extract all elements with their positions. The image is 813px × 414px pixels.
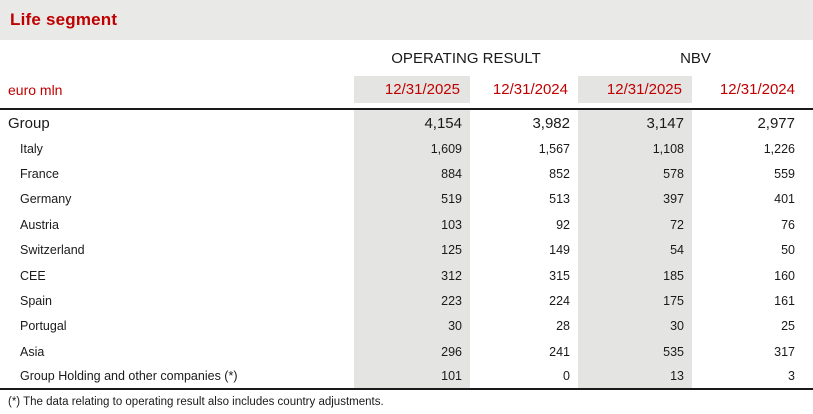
period-header-op-2024: 12/31/2024 bbox=[470, 76, 578, 108]
value-nbv-2024: 401 bbox=[774, 192, 795, 207]
table-row: Germany 519 513 397 401 bbox=[0, 186, 813, 213]
value-operating-result-2024: 315 bbox=[549, 268, 570, 283]
value-nbv-2024: 317 bbox=[774, 344, 795, 359]
value-nbv-2024: 161 bbox=[774, 294, 795, 309]
value-operating-result-2025: 519 bbox=[354, 186, 470, 213]
corner-spacer bbox=[0, 40, 354, 76]
table-row: Portugal 30 28 30 25 bbox=[0, 313, 813, 340]
value-operating-result-2024: 3,982 bbox=[470, 108, 578, 136]
value-operating-result-2025: 1,609 bbox=[354, 136, 470, 162]
value-nbv-2024: 1,226 bbox=[763, 141, 795, 156]
table-row: Italy 1,609 1,567 1,108 1,226 bbox=[0, 136, 813, 162]
value-nbv-2025: 72 bbox=[578, 212, 692, 238]
period-header-row: euro mln 12/31/2025 12/31/2024 12/31/202… bbox=[0, 76, 813, 108]
period-label-op-2024: 12/31/2024 bbox=[492, 81, 568, 98]
row-label: Switzerland bbox=[20, 243, 85, 258]
row-label: Austria bbox=[20, 217, 59, 232]
value-nbv-2025: 54 bbox=[578, 237, 692, 263]
row-label: Germany bbox=[20, 192, 72, 207]
column-group-header-row: OPERATING RESULT NBV bbox=[0, 40, 813, 76]
table-row: Group Holding and other companies (*) 10… bbox=[0, 364, 813, 390]
row-label: Group bbox=[0, 108, 354, 136]
value-nbv-2025: 3,147 bbox=[578, 108, 692, 136]
table-row: Switzerland 125 149 54 50 bbox=[0, 237, 813, 263]
period-header-op-2025: 12/31/2025 bbox=[354, 76, 470, 108]
value-nbv-2025: 30 bbox=[578, 313, 692, 340]
column-group-operating-result: OPERATING RESULT bbox=[391, 49, 541, 67]
period-header-nbv-2025: 12/31/2025 bbox=[578, 76, 692, 108]
value-operating-result-2025: 4,154 bbox=[354, 108, 470, 136]
value-operating-result-2025: 103 bbox=[354, 212, 470, 238]
value-operating-result-2025: 30 bbox=[354, 313, 470, 340]
value-nbv-2025: 578 bbox=[578, 161, 692, 187]
value-operating-result-2024: 513 bbox=[549, 192, 570, 207]
value-nbv-2025: 535 bbox=[578, 339, 692, 365]
table-body: Group 4,154 3,982 3,147 2,977 Italy 1,60… bbox=[0, 108, 813, 390]
unit-label-cell: euro mln bbox=[0, 76, 354, 108]
value-operating-result-2025: 101 bbox=[354, 364, 470, 390]
value-operating-result-2025: 312 bbox=[354, 262, 470, 289]
table-row: Spain 223 224 175 161 bbox=[0, 288, 813, 314]
title-bar: Life segment bbox=[0, 0, 813, 40]
table-row: Group 4,154 3,982 3,147 2,977 bbox=[0, 108, 813, 136]
value-operating-result-2024: 852 bbox=[549, 167, 570, 182]
footnote: (*) The data relating to operating resul… bbox=[8, 395, 384, 408]
value-nbv-2025: 1,108 bbox=[578, 136, 692, 162]
unit-label: euro mln bbox=[8, 81, 63, 98]
table-row: France 884 852 578 559 bbox=[0, 161, 813, 187]
value-nbv-2024: 25 bbox=[781, 319, 795, 334]
value-nbv-2025: 185 bbox=[578, 262, 692, 289]
value-operating-result-2025: 296 bbox=[354, 339, 470, 365]
value-operating-result-2024: 241 bbox=[549, 344, 570, 359]
value-operating-result-2025: 125 bbox=[354, 237, 470, 263]
value-nbv-2024: 559 bbox=[774, 167, 795, 182]
value-operating-result-2024: 92 bbox=[556, 217, 570, 232]
value-nbv-2025: 13 bbox=[578, 364, 692, 390]
row-label: France bbox=[20, 167, 59, 182]
table-row: Austria 103 92 72 76 bbox=[0, 212, 813, 238]
period-label-nbv-2024: 12/31/2024 bbox=[719, 81, 795, 98]
value-nbv-2024: 50 bbox=[781, 243, 795, 258]
row-label: Italy bbox=[20, 141, 43, 156]
value-nbv-2024: 76 bbox=[781, 217, 795, 232]
row-label: Asia bbox=[20, 344, 45, 359]
value-nbv-2025: 175 bbox=[578, 288, 692, 314]
period-header-nbv-2024: 12/31/2024 bbox=[692, 76, 813, 108]
value-nbv-2025: 397 bbox=[578, 186, 692, 213]
row-label: Spain bbox=[20, 294, 52, 309]
value-operating-result-2025: 884 bbox=[354, 161, 470, 187]
table-row: CEE 312 315 185 160 bbox=[0, 262, 813, 289]
life-segment-table: OPERATING RESULT NBV euro mln 12/31/2025… bbox=[0, 40, 813, 390]
value-operating-result-2024: 28 bbox=[556, 319, 570, 334]
value-nbv-2024: 160 bbox=[774, 268, 795, 283]
value-operating-result-2024: 0 bbox=[470, 365, 578, 390]
value-operating-result-2024: 149 bbox=[549, 243, 570, 258]
page-title: Life segment bbox=[10, 10, 118, 29]
row-label: Group Holding and other companies (*) bbox=[0, 365, 354, 390]
value-nbv-2024: 2,977 bbox=[692, 108, 813, 136]
value-operating-result-2024: 224 bbox=[549, 294, 570, 309]
table-row: Asia 296 241 535 317 bbox=[0, 339, 813, 365]
value-operating-result-2024: 1,567 bbox=[538, 141, 570, 156]
period-label-op-2025: 12/31/2025 bbox=[354, 76, 470, 103]
value-operating-result-2025: 223 bbox=[354, 288, 470, 314]
row-label: CEE bbox=[20, 268, 46, 283]
period-label-nbv-2025: 12/31/2025 bbox=[578, 76, 692, 103]
column-group-nbv: NBV bbox=[680, 49, 711, 67]
value-nbv-2024: 3 bbox=[692, 365, 813, 390]
row-label: Portugal bbox=[20, 319, 67, 334]
